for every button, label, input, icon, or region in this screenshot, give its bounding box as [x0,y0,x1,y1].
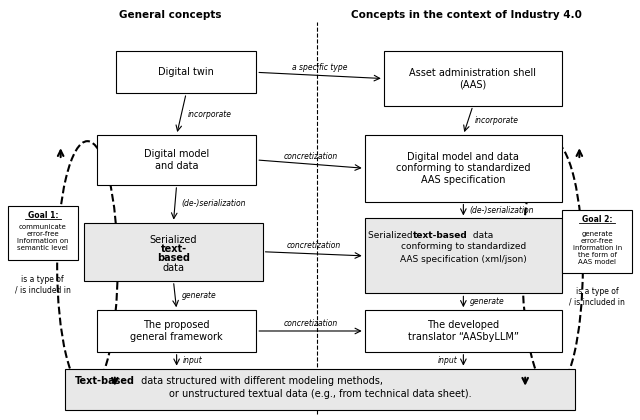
Text: Digital model and data
conforming to standardized
AAS specification: Digital model and data conforming to sta… [396,152,531,185]
Text: Goal 1:: Goal 1: [28,211,58,220]
FancyBboxPatch shape [84,223,262,281]
Text: The proposed
general framework: The proposed general framework [131,320,223,342]
Text: based: based [157,253,190,263]
FancyBboxPatch shape [365,310,562,352]
Text: is a type of
/ is included in: is a type of / is included in [15,275,71,294]
Text: AAS specification (xml/json): AAS specification (xml/json) [400,255,527,264]
FancyBboxPatch shape [97,135,256,185]
Text: generate: generate [470,297,504,306]
Text: generate
error-free
information in
the form of
AAS model: generate error-free information in the f… [573,231,622,265]
Text: incorporate: incorporate [188,110,232,118]
Text: a specific type: a specific type [292,63,348,72]
FancyBboxPatch shape [365,135,562,202]
Text: The developed
translator “AASbyLLM”: The developed translator “AASbyLLM” [408,320,519,342]
FancyBboxPatch shape [116,52,256,93]
Text: General concepts: General concepts [119,10,221,20]
Text: data structured with different modeling methods,: data structured with different modeling … [138,376,383,386]
Text: Text-based: Text-based [75,376,134,386]
Text: Serialized: Serialized [150,235,197,245]
Text: text-: text- [161,244,186,254]
FancyBboxPatch shape [8,206,78,260]
Text: incorporate: incorporate [474,116,518,125]
FancyBboxPatch shape [562,210,632,273]
Text: concretization: concretization [284,319,337,328]
Text: generate: generate [181,291,216,300]
FancyBboxPatch shape [65,368,575,410]
Text: conforming to standardized: conforming to standardized [401,242,526,251]
Text: text-based: text-based [412,231,467,239]
Text: (de-)serialization: (de-)serialization [181,199,246,208]
FancyBboxPatch shape [365,218,562,294]
Text: Concepts in the context of Industry 4.0: Concepts in the context of Industry 4.0 [351,10,582,20]
Text: input: input [183,356,203,365]
Text: communicate
error-free
Information on
semantic level: communicate error-free Information on se… [17,223,68,251]
Text: input: input [437,356,457,365]
Text: Digital model
and data: Digital model and data [144,149,209,171]
FancyBboxPatch shape [384,52,562,106]
Text: Goal 2:: Goal 2: [582,215,612,224]
Text: Asset administration shell
(AAS): Asset administration shell (AAS) [410,68,536,89]
FancyBboxPatch shape [97,310,256,352]
Text: Serialized: Serialized [368,231,415,239]
Text: concretization: concretization [284,152,337,161]
Text: (de-)serialization: (de-)serialization [470,205,534,215]
Text: or unstructured textual data (e.g., from technical data sheet).: or unstructured textual data (e.g., from… [169,388,471,399]
Text: Digital twin: Digital twin [158,67,214,77]
Text: concretization: concretization [287,241,340,250]
Text: data: data [470,231,493,239]
Text: data: data [163,262,184,273]
Text: is a type of
/ is included in: is a type of / is included in [569,287,625,307]
